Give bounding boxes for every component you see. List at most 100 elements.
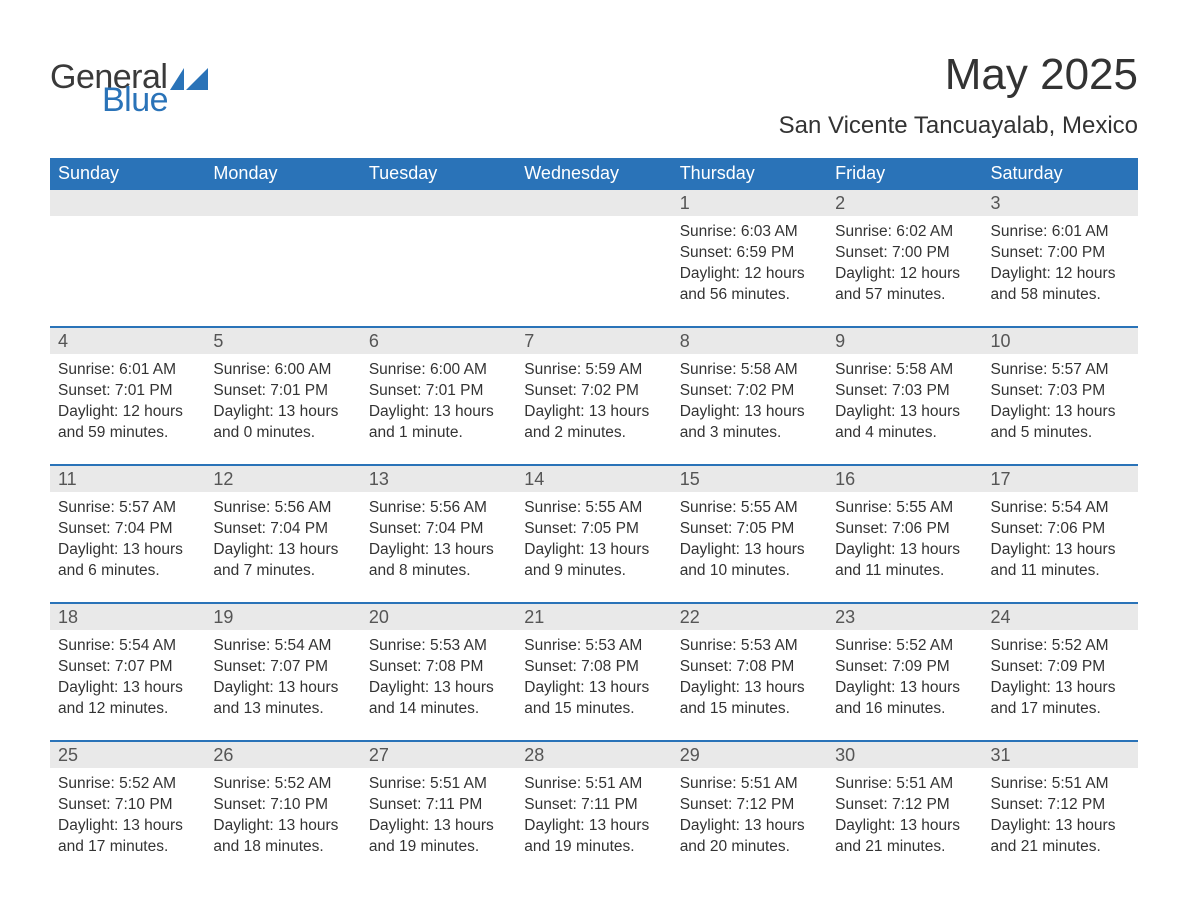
day-body: Sunrise: 5:52 AMSunset: 7:10 PMDaylight:… bbox=[50, 768, 205, 862]
day-body: Sunrise: 5:53 AMSunset: 7:08 PMDaylight:… bbox=[672, 630, 827, 724]
day-cell: 29Sunrise: 5:51 AMSunset: 7:12 PMDayligh… bbox=[672, 742, 827, 878]
day-body: Sunrise: 5:59 AMSunset: 7:02 PMDaylight:… bbox=[516, 354, 671, 448]
day-cell: 2Sunrise: 6:02 AMSunset: 7:00 PMDaylight… bbox=[827, 190, 982, 326]
day-cell: 25Sunrise: 5:52 AMSunset: 7:10 PMDayligh… bbox=[50, 742, 205, 878]
day-number bbox=[516, 190, 671, 216]
weekday-header-cell: Saturday bbox=[983, 158, 1138, 190]
daylight-line: Daylight: 13 hours and 2 minutes. bbox=[524, 402, 663, 444]
sunrise-line: Sunrise: 5:51 AM bbox=[680, 774, 819, 795]
sunset-line: Sunset: 7:04 PM bbox=[213, 519, 352, 540]
day-cell: 12Sunrise: 5:56 AMSunset: 7:04 PMDayligh… bbox=[205, 466, 360, 602]
day-body: Sunrise: 5:57 AMSunset: 7:04 PMDaylight:… bbox=[50, 492, 205, 586]
sunset-line: Sunset: 7:03 PM bbox=[835, 381, 974, 402]
day-number: 2 bbox=[827, 190, 982, 216]
sunrise-line: Sunrise: 5:59 AM bbox=[524, 360, 663, 381]
weekday-header-row: Sunday Monday Tuesday Wednesday Thursday… bbox=[50, 158, 1138, 190]
week-row: 4Sunrise: 6:01 AMSunset: 7:01 PMDaylight… bbox=[50, 326, 1138, 464]
daylight-line: Daylight: 13 hours and 5 minutes. bbox=[991, 402, 1130, 444]
daylight-line: Daylight: 13 hours and 8 minutes. bbox=[369, 540, 508, 582]
sunset-line: Sunset: 7:07 PM bbox=[58, 657, 197, 678]
sunset-line: Sunset: 7:11 PM bbox=[369, 795, 508, 816]
day-body: Sunrise: 5:58 AMSunset: 7:03 PMDaylight:… bbox=[827, 354, 982, 448]
daylight-line: Daylight: 13 hours and 1 minute. bbox=[369, 402, 508, 444]
day-number: 19 bbox=[205, 604, 360, 630]
sunset-line: Sunset: 7:02 PM bbox=[524, 381, 663, 402]
day-number bbox=[50, 190, 205, 216]
sunrise-line: Sunrise: 5:52 AM bbox=[58, 774, 197, 795]
sunset-line: Sunset: 7:10 PM bbox=[213, 795, 352, 816]
day-cell bbox=[50, 190, 205, 326]
daylight-line: Daylight: 13 hours and 3 minutes. bbox=[680, 402, 819, 444]
sunrise-line: Sunrise: 6:01 AM bbox=[991, 222, 1130, 243]
sunset-line: Sunset: 7:08 PM bbox=[680, 657, 819, 678]
day-number: 10 bbox=[983, 328, 1138, 354]
day-body: Sunrise: 6:00 AMSunset: 7:01 PMDaylight:… bbox=[361, 354, 516, 448]
daylight-line: Daylight: 13 hours and 17 minutes. bbox=[991, 678, 1130, 720]
day-body: Sunrise: 5:53 AMSunset: 7:08 PMDaylight:… bbox=[361, 630, 516, 724]
sunrise-line: Sunrise: 6:00 AM bbox=[213, 360, 352, 381]
day-number bbox=[205, 190, 360, 216]
daylight-line: Daylight: 13 hours and 11 minutes. bbox=[991, 540, 1130, 582]
day-cell: 30Sunrise: 5:51 AMSunset: 7:12 PMDayligh… bbox=[827, 742, 982, 878]
sunset-line: Sunset: 7:09 PM bbox=[835, 657, 974, 678]
day-cell: 11Sunrise: 5:57 AMSunset: 7:04 PMDayligh… bbox=[50, 466, 205, 602]
day-body: Sunrise: 5:51 AMSunset: 7:12 PMDaylight:… bbox=[983, 768, 1138, 862]
day-cell: 14Sunrise: 5:55 AMSunset: 7:05 PMDayligh… bbox=[516, 466, 671, 602]
daylight-line: Daylight: 13 hours and 6 minutes. bbox=[58, 540, 197, 582]
day-number: 3 bbox=[983, 190, 1138, 216]
daylight-line: Daylight: 13 hours and 21 minutes. bbox=[991, 816, 1130, 858]
sunset-line: Sunset: 7:00 PM bbox=[835, 243, 974, 264]
sunset-line: Sunset: 7:09 PM bbox=[991, 657, 1130, 678]
sunrise-line: Sunrise: 5:54 AM bbox=[213, 636, 352, 657]
day-number: 28 bbox=[516, 742, 671, 768]
sunset-line: Sunset: 7:04 PM bbox=[58, 519, 197, 540]
day-number: 26 bbox=[205, 742, 360, 768]
daylight-line: Daylight: 13 hours and 19 minutes. bbox=[524, 816, 663, 858]
logo-text-stack: General Blue bbox=[50, 58, 168, 120]
day-cell: 1Sunrise: 6:03 AMSunset: 6:59 PMDaylight… bbox=[672, 190, 827, 326]
week-row: 11Sunrise: 5:57 AMSunset: 7:04 PMDayligh… bbox=[50, 464, 1138, 602]
day-cell: 31Sunrise: 5:51 AMSunset: 7:12 PMDayligh… bbox=[983, 742, 1138, 878]
day-cell: 27Sunrise: 5:51 AMSunset: 7:11 PMDayligh… bbox=[361, 742, 516, 878]
day-body: Sunrise: 6:02 AMSunset: 7:00 PMDaylight:… bbox=[827, 216, 982, 310]
day-cell: 20Sunrise: 5:53 AMSunset: 7:08 PMDayligh… bbox=[361, 604, 516, 740]
sunrise-line: Sunrise: 5:53 AM bbox=[680, 636, 819, 657]
sunset-line: Sunset: 7:06 PM bbox=[835, 519, 974, 540]
sunset-line: Sunset: 7:07 PM bbox=[213, 657, 352, 678]
week-row: 1Sunrise: 6:03 AMSunset: 6:59 PMDaylight… bbox=[50, 190, 1138, 326]
sunrise-line: Sunrise: 5:51 AM bbox=[524, 774, 663, 795]
sunrise-line: Sunrise: 5:53 AM bbox=[524, 636, 663, 657]
day-cell bbox=[516, 190, 671, 326]
day-number: 15 bbox=[672, 466, 827, 492]
title-block: May 2025 San Vicente Tancuayalab, Mexico bbox=[779, 50, 1138, 140]
daylight-line: Daylight: 13 hours and 18 minutes. bbox=[213, 816, 352, 858]
weekday-header-cell: Tuesday bbox=[361, 158, 516, 190]
sunrise-line: Sunrise: 6:02 AM bbox=[835, 222, 974, 243]
sunset-line: Sunset: 7:12 PM bbox=[680, 795, 819, 816]
calendar-grid: Sunday Monday Tuesday Wednesday Thursday… bbox=[50, 158, 1138, 878]
sunrise-line: Sunrise: 5:55 AM bbox=[680, 498, 819, 519]
sunset-line: Sunset: 7:01 PM bbox=[58, 381, 197, 402]
day-body: Sunrise: 5:51 AMSunset: 7:11 PMDaylight:… bbox=[516, 768, 671, 862]
sunrise-line: Sunrise: 5:51 AM bbox=[991, 774, 1130, 795]
day-number: 13 bbox=[361, 466, 516, 492]
day-number: 24 bbox=[983, 604, 1138, 630]
day-cell: 17Sunrise: 5:54 AMSunset: 7:06 PMDayligh… bbox=[983, 466, 1138, 602]
day-cell: 23Sunrise: 5:52 AMSunset: 7:09 PMDayligh… bbox=[827, 604, 982, 740]
calendar-title: May 2025 bbox=[779, 50, 1138, 100]
weekday-header-cell: Sunday bbox=[50, 158, 205, 190]
day-number: 22 bbox=[672, 604, 827, 630]
day-body: Sunrise: 6:03 AMSunset: 6:59 PMDaylight:… bbox=[672, 216, 827, 310]
daylight-line: Daylight: 13 hours and 12 minutes. bbox=[58, 678, 197, 720]
daylight-line: Daylight: 13 hours and 0 minutes. bbox=[213, 402, 352, 444]
day-body: Sunrise: 5:56 AMSunset: 7:04 PMDaylight:… bbox=[361, 492, 516, 586]
day-body: Sunrise: 5:56 AMSunset: 7:04 PMDaylight:… bbox=[205, 492, 360, 586]
day-number: 5 bbox=[205, 328, 360, 354]
day-cell: 8Sunrise: 5:58 AMSunset: 7:02 PMDaylight… bbox=[672, 328, 827, 464]
weekday-header-cell: Friday bbox=[827, 158, 982, 190]
day-number: 8 bbox=[672, 328, 827, 354]
daylight-line: Daylight: 13 hours and 21 minutes. bbox=[835, 816, 974, 858]
day-cell: 3Sunrise: 6:01 AMSunset: 7:00 PMDaylight… bbox=[983, 190, 1138, 326]
sunset-line: Sunset: 7:00 PM bbox=[991, 243, 1130, 264]
sunrise-line: Sunrise: 5:51 AM bbox=[369, 774, 508, 795]
